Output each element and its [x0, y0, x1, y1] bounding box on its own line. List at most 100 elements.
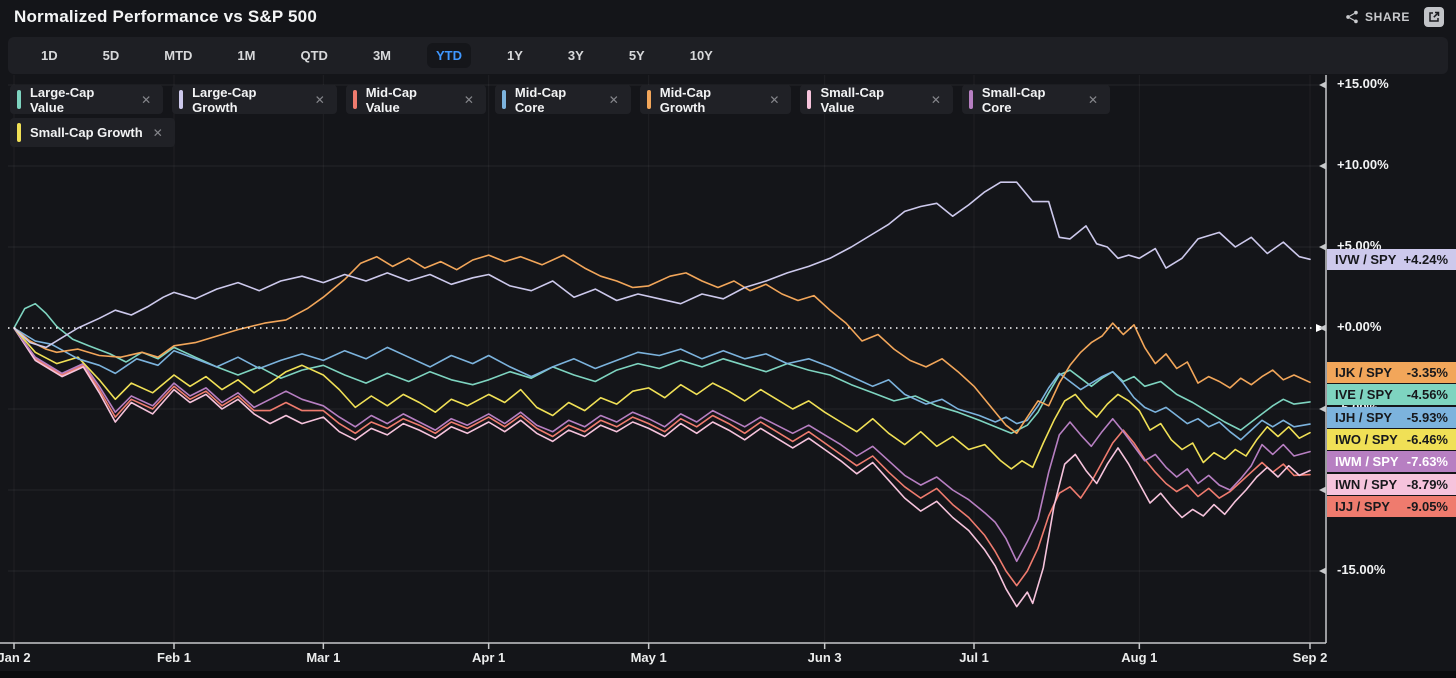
- x-axis-tick-label: Jun 3: [807, 650, 842, 665]
- x-axis-tick-label: Aug 1: [1121, 650, 1158, 665]
- share-label: SHARE: [1364, 10, 1410, 24]
- x-axis-tick-label: Apr 1: [472, 650, 506, 665]
- series-line-ive: [13, 302, 1311, 435]
- series-pill-ijk: IJK / SPY -3.35%: [1327, 362, 1456, 383]
- legend-chip-small-cap-growth[interactable]: Small-Cap Growth ✕: [10, 118, 175, 147]
- pill-value: -6.46%: [1406, 432, 1448, 447]
- legend-chip-label: Large-Cap Growth: [192, 84, 257, 115]
- tab-3y[interactable]: 3Y: [567, 48, 584, 63]
- legend-chip-small-cap-core[interactable]: Small-Cap Core ✕: [961, 84, 1110, 115]
- remove-series-icon[interactable]: ✕: [608, 92, 619, 107]
- legend-chip-mid-cap-value[interactable]: Mid-Cap Value ✕: [345, 84, 486, 115]
- bottom-strip: [0, 671, 1456, 678]
- x-axis-tick-label: Jan 2: [0, 650, 31, 665]
- remove-series-icon[interactable]: ✕: [463, 92, 474, 107]
- tab-1y[interactable]: 1Y: [507, 48, 523, 63]
- tab-qtd[interactable]: QTD: [300, 48, 328, 63]
- tab-1m[interactable]: 1M: [237, 48, 256, 63]
- pill-value: -4.56%: [1406, 387, 1448, 402]
- x-axis-tick-label: Mar 1: [306, 650, 341, 665]
- x-axis-tick-label: Jul 1: [959, 650, 989, 665]
- y-axis-tick-label: -15.00%: [1337, 562, 1386, 577]
- series-line-ijj: [13, 327, 1311, 587]
- tab-ytd[interactable]: YTD: [427, 43, 471, 68]
- series-pill-ijj: IJJ / SPY -9.05%: [1327, 496, 1456, 517]
- popout-button[interactable]: [1424, 7, 1444, 27]
- pill-value: -9.05%: [1406, 499, 1448, 514]
- tab-3m[interactable]: 3M: [372, 48, 391, 63]
- legend-chip-label: Small-Cap Growth: [30, 125, 143, 140]
- series-color-bar: [968, 90, 973, 109]
- pill-value: +4.24%: [1403, 252, 1448, 267]
- pill-ticker: IVW / SPY: [1335, 252, 1397, 267]
- tab-mtd[interactable]: MTD: [164, 48, 193, 63]
- series-pill-iwn: IWN / SPY -8.79%: [1327, 474, 1456, 495]
- legend-chip-large-cap-growth[interactable]: Large-Cap Growth ✕: [172, 84, 337, 115]
- x-axis-tick-label: Sep 2: [1292, 650, 1328, 665]
- pill-value: -8.79%: [1406, 477, 1448, 492]
- share-icon: [1346, 10, 1358, 24]
- page-title: Normalized Performance vs S&P 500: [14, 7, 317, 26]
- series-line-iwn: [13, 327, 1311, 608]
- tab-1d[interactable]: 1D: [41, 48, 58, 63]
- series-pill-iwo: IWO / SPY -6.46%: [1327, 429, 1456, 450]
- y-axis-tick-label: +15.00%: [1337, 76, 1389, 91]
- legend-chip-label: Small-Cap Core: [981, 84, 1046, 115]
- remove-series-icon[interactable]: ✕: [1087, 92, 1098, 107]
- y-axis-tick: [1319, 486, 1326, 494]
- series-color-bar: [17, 123, 21, 142]
- legend-chip-large-cap-value[interactable]: Large-Cap Value ✕: [10, 84, 164, 115]
- y-axis-tick: [1319, 162, 1326, 170]
- y-axis-tick: [1319, 81, 1326, 89]
- y-axis-tick-label: +0.00%: [1337, 319, 1382, 334]
- pill-ticker: IWO / SPY: [1335, 432, 1398, 447]
- legend-chip-label: Mid-Cap Value: [365, 84, 417, 115]
- pill-ticker: IJK / SPY: [1335, 365, 1393, 380]
- series-line-ijk: [13, 254, 1311, 435]
- y-axis-tick: [1319, 324, 1326, 332]
- tab-10y[interactable]: 10Y: [689, 48, 713, 63]
- series-color-bar: [646, 90, 651, 109]
- pill-ticker: IJJ / SPY: [1335, 499, 1390, 514]
- tab-5y[interactable]: 5Y: [628, 48, 645, 63]
- external-link-icon: [1429, 11, 1440, 22]
- pill-value: -7.63%: [1406, 454, 1448, 469]
- y-axis-tick: [1319, 243, 1326, 251]
- remove-series-icon[interactable]: ✕: [152, 125, 163, 140]
- legend-chip-mid-cap-growth[interactable]: Mid-Cap Growth ✕: [639, 84, 792, 115]
- series-line-iwm: [13, 327, 1311, 563]
- legend-chip-label: Small-Cap Value: [820, 84, 885, 115]
- legend-chips: Large-Cap Value ✕ Large-Cap Growth ✕ Mid-Cap…: [10, 85, 1110, 151]
- remove-series-icon[interactable]: ✕: [141, 92, 152, 107]
- series-line-ijh: [13, 327, 1311, 441]
- x-axis-tick-label: May 1: [630, 650, 667, 665]
- y-axis-tick: [1319, 567, 1326, 575]
- header: Normalized Performance vs S&P 500 SHARE: [0, 0, 1456, 34]
- legend-chip-mid-cap-core[interactable]: Mid-Cap Core ✕: [494, 84, 631, 115]
- remove-series-icon[interactable]: ✕: [314, 92, 325, 107]
- series-pill-ive: IVE / SPY -4.56%: [1327, 384, 1456, 405]
- remove-series-icon[interactable]: ✕: [769, 92, 780, 107]
- y-axis-tick: [1319, 405, 1326, 413]
- tab-5d[interactable]: 5D: [102, 48, 120, 63]
- legend-chip-label: Mid-Cap Core: [514, 84, 567, 115]
- pill-ticker: IJH / SPY: [1335, 410, 1393, 425]
- remove-series-icon[interactable]: ✕: [930, 92, 941, 107]
- y-axis-tick-label: +10.00%: [1337, 157, 1389, 172]
- legend-chip-label: Mid-Cap Growth: [659, 84, 712, 115]
- series-line-iwo: [13, 327, 1311, 470]
- series-color-bar: [352, 90, 357, 109]
- legend-chip-label: Large-Cap Value: [29, 84, 95, 115]
- pill-value: -5.93%: [1406, 410, 1448, 425]
- legend-chip-small-cap-value[interactable]: Small-Cap Value ✕: [800, 84, 953, 115]
- series-color-bar: [501, 90, 506, 109]
- series-pill-ijh: IJH / SPY -5.93%: [1327, 407, 1456, 428]
- x-axis-tick-label: Feb 1: [157, 650, 191, 665]
- share-button[interactable]: SHARE: [1345, 10, 1410, 24]
- series-color-bar: [17, 90, 21, 109]
- series-color-bar: [807, 90, 812, 109]
- header-actions: SHARE: [1345, 7, 1444, 27]
- series-pill-ivw: IVW / SPY +4.24%: [1327, 249, 1456, 270]
- range-tabs: 1D 5D MTD 1M QTD 3M YTD 1Y 3Y 5Y 10Y: [8, 37, 1448, 74]
